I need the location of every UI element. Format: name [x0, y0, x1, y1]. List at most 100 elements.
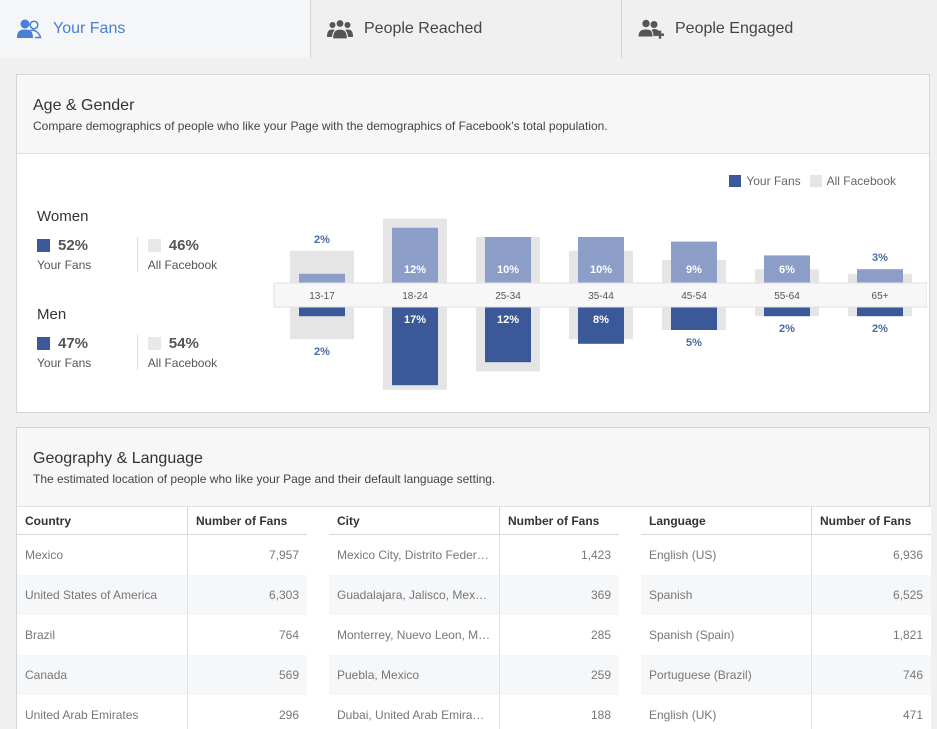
card-title: Geography & Language: [33, 450, 203, 467]
age-category-label: 65+: [872, 291, 889, 302]
country-name: Mexico: [17, 535, 188, 575]
city-row: Guadalajara, Jalisco, Mex… 369: [329, 575, 619, 615]
tab-people-reached[interactable]: People Reached: [311, 0, 622, 58]
age-category-label: 13-17: [309, 291, 335, 302]
men-fans-bar: [764, 307, 810, 317]
men-title: Men: [37, 306, 67, 323]
age-gender-chart-area: Your Fans All Facebook Women 52% Your Fa…: [17, 154, 929, 412]
fan-count: 569: [278, 668, 299, 682]
tab-your-fans[interactable]: Your Fans: [0, 0, 311, 58]
men-value-label: 2%: [872, 323, 888, 335]
age-axis-band: [273, 282, 927, 308]
women-value-label: 10%: [590, 264, 612, 276]
fan-count: 7,957: [268, 548, 299, 562]
tab-label: Your Fans: [53, 20, 126, 37]
column-header-count[interactable]: Number of Fans: [508, 513, 600, 528]
men-all-pct: 54%: [168, 335, 199, 352]
all-swatch: [147, 239, 161, 252]
tab-bar: Your Fans People Reached People Engaged: [0, 0, 937, 58]
tab-people-engaged[interactable]: People Engaged: [622, 0, 937, 58]
card-header: Age & Gender Compare demographics of peo…: [17, 75, 929, 154]
fans-swatch: [37, 239, 50, 252]
cities-table: City Number of Fans Mexico City, Distrito …: [329, 507, 619, 729]
city-row: Mexico City, Distrito Feder… 1,423: [329, 535, 619, 575]
language-name: Spanish: [641, 575, 812, 615]
people-engaged-icon: [638, 18, 664, 39]
legend-item-fans: Your Fans: [729, 174, 801, 188]
age-category-label: 25-34: [495, 291, 521, 302]
women-all-pct: 46%: [168, 237, 199, 254]
tab-label: People Engaged: [675, 20, 794, 37]
fans-swatch: [37, 337, 50, 350]
women-value-label: 6%: [779, 264, 795, 276]
fan-count: 746: [902, 668, 923, 682]
age-gender-chart: 2% 2% 12% 17% 10% 12% 10% 8% 9% 5% 6% 2% 3% 2% 13-17 18…: [273, 218, 927, 390]
geography-language-card: Geography & Language The estimated locat…: [16, 427, 931, 729]
men-value-label: 8%: [593, 314, 609, 326]
men-fans-bar: [671, 307, 717, 330]
people-reached-icon: [327, 18, 353, 40]
cities-table-header: City Number of Fans: [329, 507, 619, 535]
tab-label: People Reached: [364, 20, 483, 37]
language-name: Portuguese (Brazil): [641, 655, 812, 695]
women-fans-bar: [857, 269, 903, 283]
city-row: Dubai, United Arab Emira… 188: [329, 695, 619, 729]
men-value-label: 2%: [779, 323, 795, 335]
fan-count: 6,303: [268, 588, 299, 602]
column-header-name[interactable]: City: [329, 507, 500, 534]
men-fans-label: Your Fans: [37, 356, 92, 370]
city-row: Puebla, Mexico 259: [329, 655, 619, 695]
country-name: Canada: [17, 655, 188, 695]
language-name: English (UK): [641, 695, 812, 729]
fan-count: 296: [278, 708, 299, 722]
language-row: English (UK) 471: [641, 695, 931, 729]
men-fans-bar: [392, 307, 438, 386]
age-category-label: 35-44: [588, 291, 614, 302]
countries-table-header: Country Number of Fans: [17, 507, 307, 535]
men-fans-bar: [485, 307, 531, 363]
fan-count: 764: [278, 628, 299, 642]
age-gender-card: Age & Gender Compare demographics of peo…: [16, 74, 930, 413]
fans-icon: [17, 19, 42, 39]
men-all-label: All Facebook: [147, 356, 218, 370]
men-summary: Men 47% Your Fans 54% All Facebook: [37, 306, 237, 370]
legend-label: Your Fans: [746, 174, 801, 188]
country-row: United Arab Emirates 296: [17, 695, 307, 729]
city-name: Dubai, United Arab Emira…: [329, 695, 500, 729]
men-fans-bar: [578, 307, 624, 344]
fan-count: 471: [902, 708, 923, 722]
women-title: Women: [37, 208, 89, 225]
men-value-label: 2%: [314, 346, 330, 358]
women-value-label: 9%: [686, 264, 702, 276]
column-header-name[interactable]: Language: [641, 507, 812, 534]
languages-table-header: Language Number of Fans: [641, 507, 931, 535]
age-category-label: 45-54: [681, 291, 707, 302]
column-header-count[interactable]: Number of Fans: [820, 513, 912, 528]
legend-swatch: [729, 175, 742, 187]
countries-table: Country Number of Fans Mexico 7,957 United S…: [17, 507, 307, 729]
men-value-label: 17%: [404, 314, 426, 326]
card-header: Geography & Language The estimated locat…: [17, 428, 929, 507]
fan-count: 188: [590, 708, 611, 722]
women-fans-bar: [299, 273, 345, 283]
language-row: Spanish 6,525: [641, 575, 931, 615]
women-fans-bar: [485, 237, 531, 283]
country-name: United Arab Emirates: [17, 695, 188, 729]
language-name: Spanish (Spain): [641, 615, 812, 655]
women-value-label: 3%: [872, 252, 888, 264]
card-title: Age & Gender: [33, 97, 135, 114]
fan-count: 1,423: [580, 548, 611, 562]
women-fans-bar: [671, 241, 717, 283]
age-category-label: 55-64: [774, 291, 800, 302]
column-header-count[interactable]: Number of Fans: [196, 513, 288, 528]
city-name: Puebla, Mexico: [329, 655, 500, 695]
women-fans-bar: [392, 227, 438, 283]
city-name: Mexico City, Distrito Feder…: [329, 535, 500, 575]
fan-count: 6,936: [892, 548, 923, 562]
women-fans-bar: [764, 255, 810, 283]
women-fans-pct: 52%: [58, 237, 89, 254]
city-name: Monterrey, Nuevo Leon, M…: [329, 615, 500, 655]
fan-count: 6,525: [892, 588, 923, 602]
column-header-name[interactable]: Country: [17, 507, 188, 534]
fan-count: 285: [590, 628, 611, 642]
